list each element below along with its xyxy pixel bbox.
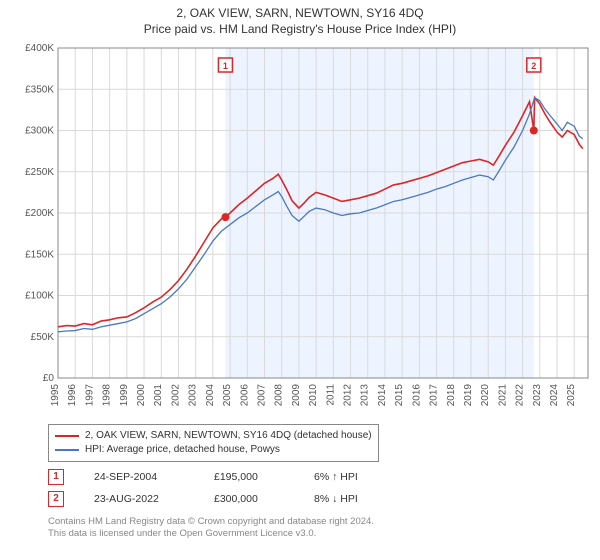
marker-date: 24-SEP-2004 (94, 466, 184, 488)
svg-text:2014: 2014 (377, 384, 388, 407)
svg-text:£50K: £50K (31, 332, 55, 343)
svg-text:£400K: £400K (25, 43, 54, 54)
svg-text:2: 2 (531, 61, 536, 71)
marker-price: £195,000 (214, 466, 284, 488)
titles: 2, OAK VIEW, SARN, NEWTOWN, SY16 4DQ Pri… (0, 0, 600, 36)
svg-text:2011: 2011 (325, 384, 336, 406)
svg-text:1: 1 (223, 61, 228, 71)
svg-text:2016: 2016 (411, 384, 422, 407)
footer: Contains HM Land Registry data © Crown c… (48, 516, 590, 540)
title-address: 2, OAK VIEW, SARN, NEWTOWN, SY16 4DQ (0, 6, 600, 20)
svg-text:2019: 2019 (463, 384, 474, 407)
footer-line2: This data is licensed under the Open Gov… (48, 528, 590, 540)
marker-price: £300,000 (214, 488, 284, 510)
legend: 2, OAK VIEW, SARN, NEWTOWN, SY16 4DQ (de… (48, 424, 379, 462)
svg-text:2008: 2008 (274, 384, 285, 407)
marker-hpi: 6% ↑ HPI (314, 466, 384, 488)
svg-text:2017: 2017 (429, 384, 440, 407)
svg-text:£250K: £250K (25, 167, 54, 178)
svg-text:1998: 1998 (102, 384, 113, 407)
marker-row: 1 24-SEP-2004 £195,000 6% ↑ HPI (48, 466, 590, 488)
svg-text:1996: 1996 (67, 384, 78, 407)
svg-text:1999: 1999 (119, 384, 130, 407)
svg-text:2021: 2021 (497, 384, 508, 407)
legend-row-property: 2, OAK VIEW, SARN, NEWTOWN, SY16 4DQ (de… (55, 429, 372, 443)
svg-text:2009: 2009 (291, 384, 302, 407)
svg-text:2025: 2025 (566, 384, 577, 407)
svg-text:2018: 2018 (446, 384, 457, 407)
svg-text:2001: 2001 (153, 384, 164, 407)
legend-label-property: 2, OAK VIEW, SARN, NEWTOWN, SY16 4DQ (de… (85, 429, 372, 443)
chart-container: 2, OAK VIEW, SARN, NEWTOWN, SY16 4DQ Pri… (0, 0, 600, 540)
svg-text:£0: £0 (43, 373, 55, 384)
legend-label-hpi: HPI: Average price, detached house, Powy… (85, 443, 280, 457)
chart-area: £0 £50K £100K £150K £200K £250K £300K £350K £400… (10, 42, 590, 418)
svg-text:2022: 2022 (515, 384, 526, 407)
svg-text:1995: 1995 (50, 384, 61, 407)
svg-text:2003: 2003 (188, 384, 199, 407)
footer-line1: Contains HM Land Registry data © Crown c… (48, 516, 590, 528)
svg-text:2024: 2024 (549, 384, 560, 407)
svg-text:2013: 2013 (360, 384, 371, 407)
svg-text:2006: 2006 (239, 384, 250, 407)
marker-date: 23-AUG-2022 (94, 488, 184, 510)
legend-row-hpi: HPI: Average price, detached house, Powy… (55, 443, 372, 457)
svg-text:£100K: £100K (25, 291, 54, 302)
title-subtitle: Price paid vs. HM Land Registry's House … (0, 22, 600, 36)
svg-text:2007: 2007 (256, 384, 267, 407)
svg-text:2015: 2015 (394, 384, 405, 407)
svg-text:2012: 2012 (343, 384, 354, 407)
svg-text:2010: 2010 (308, 384, 319, 407)
marker-hpi: 8% ↓ HPI (314, 488, 384, 510)
svg-text:1997: 1997 (84, 384, 95, 407)
legend-swatch-property (55, 435, 79, 437)
svg-text:2020: 2020 (480, 384, 491, 407)
svg-text:2000: 2000 (136, 384, 147, 407)
marker-badge: 2 (48, 491, 64, 507)
svg-text:£300K: £300K (25, 126, 54, 137)
svg-text:2023: 2023 (532, 384, 543, 407)
marker-row: 2 23-AUG-2022 £300,000 8% ↓ HPI (48, 488, 590, 510)
svg-text:2002: 2002 (170, 384, 181, 407)
svg-text:£150K: £150K (25, 249, 54, 260)
svg-text:2004: 2004 (205, 384, 216, 407)
chart-svg: £0 £50K £100K £150K £200K £250K £300K £350K £400… (10, 42, 592, 418)
svg-text:£200K: £200K (25, 208, 54, 219)
marker-badge: 1 (48, 469, 64, 485)
svg-text:£350K: £350K (25, 84, 54, 95)
svg-text:2005: 2005 (222, 384, 233, 407)
legend-swatch-hpi (55, 449, 79, 451)
markers-table: 1 24-SEP-2004 £195,000 6% ↑ HPI 2 23-AUG… (48, 466, 590, 510)
